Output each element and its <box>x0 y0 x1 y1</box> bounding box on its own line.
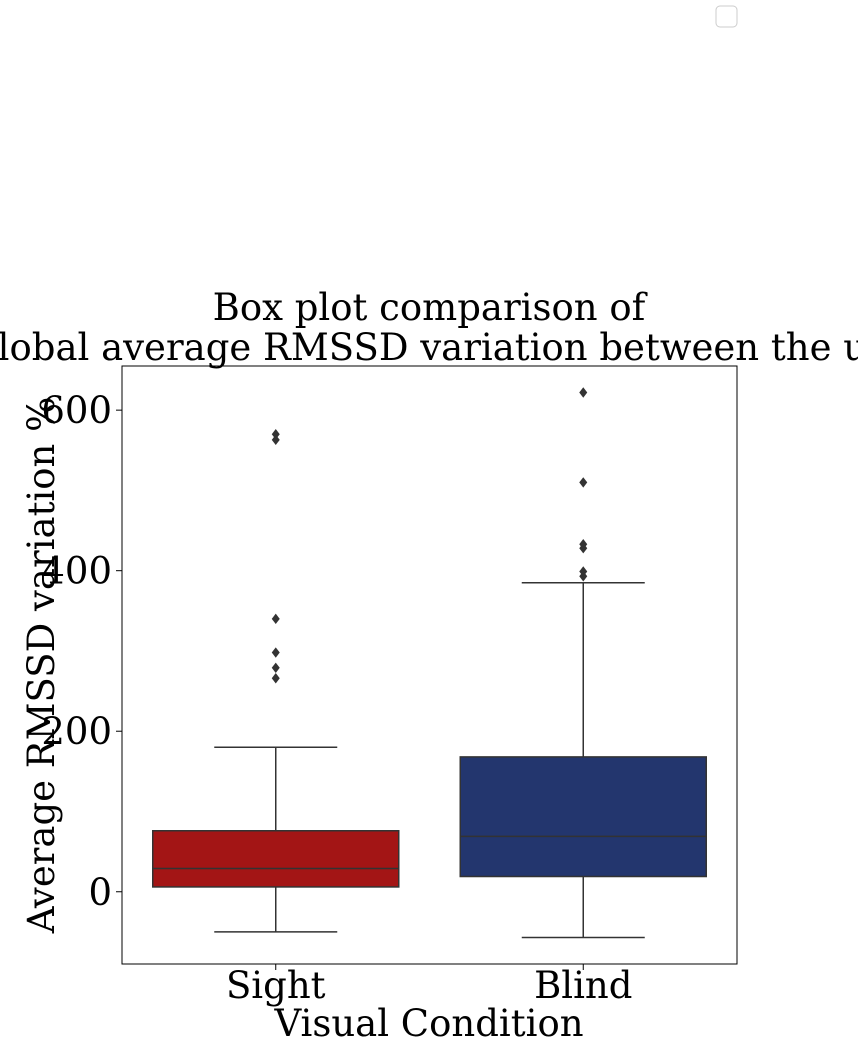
box-series <box>152 387 707 939</box>
iqr-box <box>459 756 707 878</box>
chart-title-line-1: Box plot comparison of <box>213 286 648 329</box>
y-tick-label: 0 <box>88 871 112 914</box>
plot-area-frame <box>121 365 738 965</box>
outlier-point <box>579 566 588 577</box>
box-sight <box>152 429 400 933</box>
x-axis-ticks: Sight Blind <box>226 964 632 1007</box>
x-tick-label-sight: Sight <box>226 964 326 1007</box>
chart-title-line-2: the global average RMSSD variation betwe… <box>0 326 858 369</box>
iqr-box <box>152 830 400 888</box>
y-axis-label: Average RMSSD variation % <box>20 397 63 935</box>
outlier-point <box>579 538 588 550</box>
legend-box <box>715 5 738 28</box>
outlier-point <box>271 613 280 625</box>
outlier-point <box>579 477 588 488</box>
outlier-point <box>271 662 280 674</box>
outlier-point <box>579 387 588 398</box>
outlier-point <box>271 647 280 658</box>
y-tick-label: 200 <box>41 710 112 753</box>
y-tick-label: 600 <box>41 389 112 432</box>
outlier-point <box>271 434 280 446</box>
y-tick-label: 400 <box>41 550 112 593</box>
box-blind <box>459 387 707 939</box>
outlier-point <box>271 673 280 684</box>
y-axis-ticks: 0 200 400 600 <box>41 389 122 914</box>
x-tick-label-blind: Blind <box>534 964 632 1007</box>
outlier-point <box>271 429 280 440</box>
x-axis-label: Visual Condition <box>273 1002 583 1045</box>
